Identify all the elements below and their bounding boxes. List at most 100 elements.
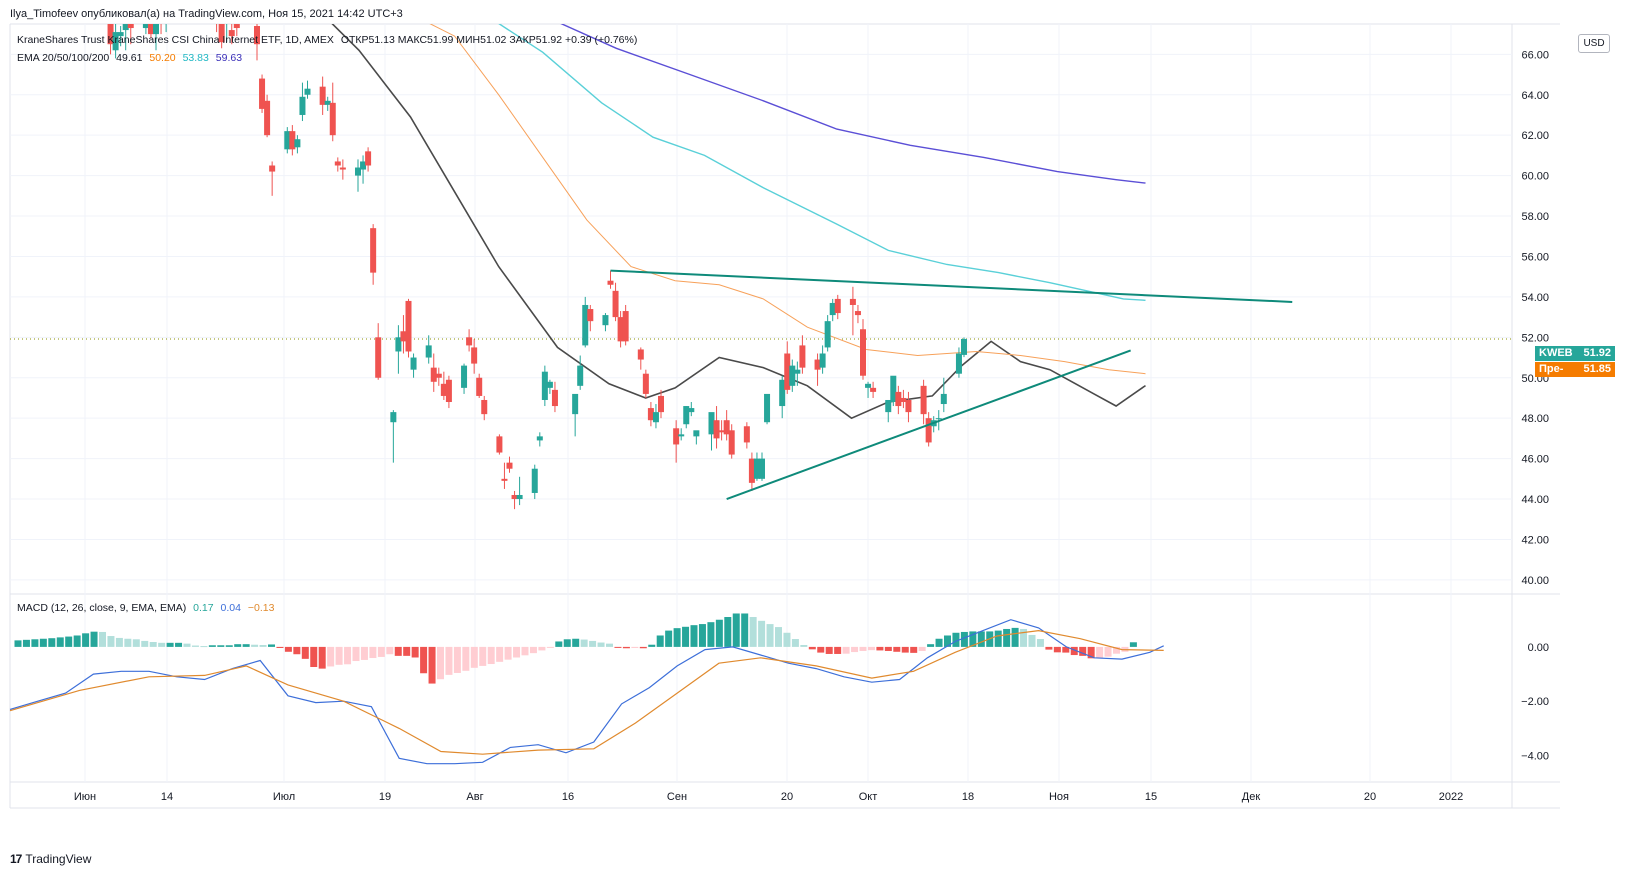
candle-body <box>142 24 149 29</box>
candle-body <box>304 88 311 95</box>
candle-body <box>390 412 397 423</box>
candle-body <box>764 393 771 423</box>
macd-histogram-bar <box>834 646 842 654</box>
candle-body <box>360 161 367 170</box>
candle-body <box>794 369 801 374</box>
candle-body <box>501 478 508 481</box>
candle-body <box>955 353 962 374</box>
candle-body <box>920 385 927 415</box>
candle-body <box>536 436 543 441</box>
candle-body <box>572 393 579 415</box>
macd-histogram-bar <box>927 644 935 647</box>
candle-body <box>531 468 538 493</box>
currency-badge[interactable]: USD <box>1578 34 1610 53</box>
macd-histogram-bar <box>808 646 816 650</box>
ema-line <box>560 24 1146 184</box>
candle-body <box>299 96 306 115</box>
candle-body <box>759 458 765 479</box>
macd-histogram-bar <box>884 646 892 651</box>
macd-histogram-bar <box>360 646 368 660</box>
candle-body <box>395 337 402 352</box>
candle-body <box>178 2 184 8</box>
macd-histogram-bar <box>335 646 343 665</box>
candle-body <box>355 167 361 176</box>
ema-layer <box>331 24 1146 420</box>
symbol-title: KraneShares Trust KraneShares CSI China … <box>17 34 334 46</box>
publish-caption: Ilya_Timofeev опубликовал(а) на TradingV… <box>10 8 403 20</box>
macd-histogram-bar <box>749 617 757 647</box>
macd-histogram-bar <box>648 644 656 647</box>
candle-body <box>259 78 266 109</box>
candle-body <box>865 383 872 388</box>
macd-histogram-bar <box>386 646 394 655</box>
x-tick-label: 2022 <box>1439 791 1463 803</box>
candle-body <box>577 365 584 386</box>
macd-histogram-bar <box>952 632 960 647</box>
macd-histogram-bar <box>1070 646 1078 656</box>
macd-histogram-bar <box>504 646 512 660</box>
macd-layer <box>9 613 1164 765</box>
macd-histogram-bar <box>1104 646 1112 657</box>
macd-y-tick-label: 0.00 <box>1528 642 1549 654</box>
macd-histogram-bar <box>65 636 73 647</box>
candle-body <box>264 100 271 136</box>
tradingview-logo-icon: 17 <box>10 852 22 866</box>
macd-histogram-bar <box>56 637 64 647</box>
candle-body <box>370 228 377 273</box>
candle-body <box>708 412 715 435</box>
macd-histogram-bar <box>301 646 309 659</box>
tradingview-logo[interactable]: 17 TradingView <box>10 852 91 866</box>
macd-histogram-bar <box>132 639 140 647</box>
candle-body <box>375 337 382 378</box>
y-tick-label: 48.00 <box>1521 413 1549 425</box>
candle-body <box>940 393 947 405</box>
macd-histogram-bar <box>513 646 521 658</box>
candle-body <box>748 458 755 483</box>
y-tick-label: 42.00 <box>1521 534 1549 546</box>
macd-histogram-bar <box>39 638 47 647</box>
premarket-price-tag: Пре- 51.85 <box>1535 362 1615 377</box>
candle-body <box>365 151 372 166</box>
candle-body <box>410 357 417 370</box>
candle-body <box>784 353 791 390</box>
y-tick-label: 54.00 <box>1521 292 1549 304</box>
candle-body <box>642 373 649 394</box>
macd-histogram-bar <box>529 646 537 654</box>
tradingview-brand: TradingView <box>25 852 92 866</box>
x-tick-label: 14 <box>161 791 173 803</box>
candle-body <box>228 30 235 37</box>
macd-histogram-bar <box>141 640 149 647</box>
y-tick-label: 46.00 <box>1521 454 1549 466</box>
macd-histogram-bar <box>225 645 233 647</box>
macd-histogram-bar <box>217 645 225 647</box>
y-tick-label: 58.00 <box>1521 211 1549 223</box>
candle-body <box>890 375 897 403</box>
ema-label: EMA 20/50/100/200 <box>17 52 110 64</box>
macd-histogram-bar <box>580 639 588 647</box>
x-tick-label: 19 <box>379 791 391 803</box>
x-tick-label: Июн <box>74 791 96 803</box>
candle-body <box>122 24 129 31</box>
candle-body <box>516 494 523 500</box>
macd-histogram-bar <box>546 646 554 648</box>
macd-histogram-bar <box>715 619 723 647</box>
macd-histogram-bar <box>82 633 90 647</box>
macd-histogram-bar <box>944 635 951 647</box>
macd-histogram-bar <box>1113 646 1120 654</box>
candle-body <box>163 2 169 24</box>
macd-histogram-bar <box>1079 646 1087 656</box>
candle-body <box>617 317 624 342</box>
candle-body <box>294 139 301 148</box>
macd-histogram-bar <box>175 642 183 647</box>
y-tick-label: 40.00 <box>1521 575 1549 587</box>
candle-body <box>870 387 877 392</box>
candle-body <box>854 311 861 316</box>
ema20-value: 49.61 <box>116 52 143 64</box>
candle-body <box>713 420 720 439</box>
macd-histogram-bar <box>1020 628 1028 647</box>
macd-histogram-bar <box>428 646 436 684</box>
macd-histogram-bar <box>775 627 782 647</box>
candle-body <box>324 100 331 105</box>
candle-body <box>329 102 336 136</box>
